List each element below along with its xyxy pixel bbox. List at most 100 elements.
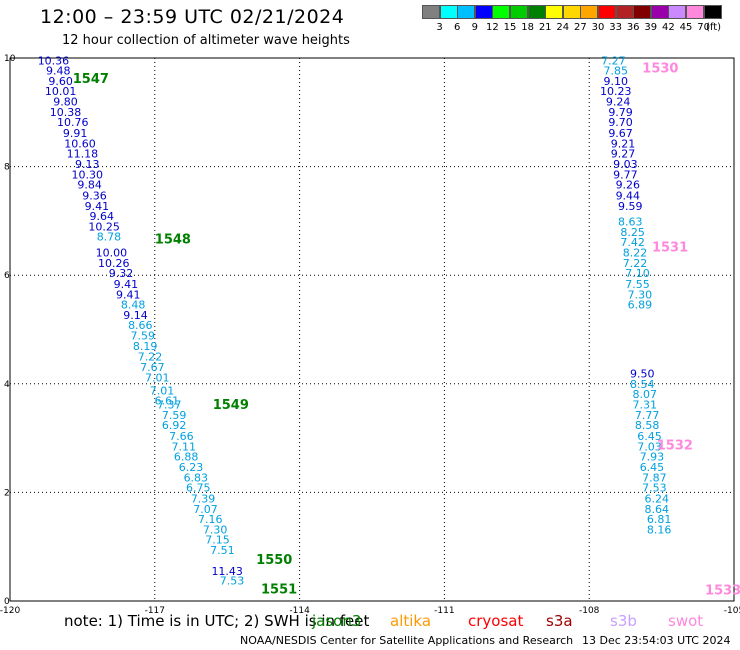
wave-height-label: 7.15 bbox=[205, 534, 230, 547]
wave-height-label: 9.91 bbox=[63, 127, 88, 140]
wave-height-label: 8.78 bbox=[97, 231, 122, 244]
wave-height-label: 10.26 bbox=[98, 257, 130, 270]
wave-height-label: 7.53 bbox=[642, 482, 667, 495]
wave-height-label: 10.36 bbox=[38, 54, 70, 67]
wave-height-label: 7.87 bbox=[642, 471, 667, 484]
legend-swatch bbox=[439, 5, 458, 19]
wave-height-label: 7.39 bbox=[191, 492, 216, 505]
legend-swatch bbox=[510, 5, 529, 19]
satellite-s3b: s3b bbox=[610, 612, 637, 630]
footer-note: note: 1) Time is in UTC; 2) SWH is in fe… bbox=[64, 612, 370, 630]
wave-height-label: 7.27 bbox=[601, 54, 626, 67]
legend-swatch bbox=[703, 5, 722, 19]
y-tick-label: 6 bbox=[4, 271, 10, 281]
wave-height-label: 9.77 bbox=[613, 168, 638, 181]
wave-height-label: 10.25 bbox=[88, 220, 120, 233]
legend-swatch bbox=[457, 5, 476, 19]
legend-unit: (ft) bbox=[706, 22, 722, 33]
legend-label: 6 bbox=[454, 22, 461, 33]
legend-swatch bbox=[545, 5, 564, 19]
legend-label: 33 bbox=[609, 22, 622, 33]
wave-height-label: 7.03 bbox=[637, 440, 662, 453]
y-tick-label: 10 bbox=[4, 54, 16, 64]
wave-height-label: 9.79 bbox=[608, 106, 633, 119]
wave-height-label: 8.19 bbox=[133, 340, 158, 353]
pass-number-label: 1533 bbox=[705, 584, 740, 599]
wave-height-label: 6.75 bbox=[186, 482, 211, 495]
x-tick-label: -117 bbox=[145, 606, 165, 616]
wave-height-label: 6.61 bbox=[155, 395, 180, 408]
satellite-s3a: s3a bbox=[546, 612, 573, 630]
pass-number-label: 1531 bbox=[652, 241, 688, 256]
legend-swatch bbox=[422, 5, 441, 19]
wave-height-label: 11.43 bbox=[211, 565, 243, 578]
wave-height-label: 7.37 bbox=[157, 399, 182, 412]
wave-height-label: 7.85 bbox=[603, 65, 628, 78]
wave-height-label: 6.89 bbox=[628, 299, 653, 312]
wave-height-label: 7.42 bbox=[620, 236, 645, 249]
wave-height-label: 9.48 bbox=[46, 65, 71, 78]
wave-height-label: 7.67 bbox=[140, 361, 165, 374]
wave-height-label: 7.93 bbox=[640, 451, 665, 464]
wave-height-label: 7.59 bbox=[162, 409, 187, 422]
legend-swatch bbox=[668, 5, 687, 19]
wave-height-label: 9.70 bbox=[608, 116, 633, 129]
wave-height-label: 9.36 bbox=[82, 189, 107, 202]
wave-height-label: 9.67 bbox=[608, 127, 633, 140]
wave-height-label: 6.23 bbox=[179, 461, 204, 474]
wave-height-label: 10.60 bbox=[64, 137, 96, 150]
legend-swatch bbox=[598, 5, 617, 19]
wave-height-label: 6.92 bbox=[162, 419, 187, 432]
wave-height-label: 6.83 bbox=[184, 471, 209, 484]
legend-label: 18 bbox=[521, 22, 534, 33]
wave-height-label: 9.27 bbox=[611, 148, 636, 161]
wave-height-label: 9.24 bbox=[606, 96, 631, 109]
satellite-swot: swot bbox=[668, 612, 704, 630]
wave-height-label: 6.88 bbox=[174, 451, 199, 464]
legend-label: 12 bbox=[486, 22, 499, 33]
legend-swatch bbox=[686, 5, 705, 19]
wave-height-label: 10.01 bbox=[45, 85, 77, 98]
page-subtitle: 12 hour collection of altimeter wave hei… bbox=[62, 33, 350, 48]
wave-height-label: 7.16 bbox=[198, 513, 223, 526]
legend-label: 39 bbox=[644, 22, 658, 33]
pass-number-label: 1550 bbox=[256, 553, 292, 568]
pass-number-label: 1530 bbox=[642, 61, 678, 76]
legend-swatch bbox=[492, 5, 511, 19]
wave-height-label: 10.38 bbox=[50, 106, 82, 119]
legend-label: 36 bbox=[626, 22, 640, 33]
satellite-jason3: jason3 bbox=[312, 612, 362, 630]
wave-height-label: 8.48 bbox=[121, 299, 146, 312]
wave-height-label: 9.03 bbox=[613, 158, 638, 171]
wave-height-label: 9.80 bbox=[53, 96, 78, 109]
wave-height-label: 7.66 bbox=[169, 430, 194, 443]
legend-label: 27 bbox=[574, 22, 587, 33]
wave-height-label: 10.23 bbox=[600, 85, 632, 98]
wave-height-label: 9.13 bbox=[75, 158, 100, 171]
wave-height-label: 6.81 bbox=[647, 513, 672, 526]
wave-height-label: 9.84 bbox=[77, 179, 102, 192]
wave-height-label: 9.50 bbox=[630, 368, 655, 381]
satellite-cryosat: cryosat bbox=[468, 612, 524, 630]
wave-height-label: 10.30 bbox=[71, 168, 103, 181]
wave-height-label: 9.60 bbox=[48, 75, 73, 88]
wave-height-label: 8.58 bbox=[635, 419, 660, 432]
wave-height-label: 8.64 bbox=[645, 503, 670, 516]
wave-height-label: 7.11 bbox=[172, 440, 197, 453]
wave-height-label: 8.22 bbox=[623, 246, 648, 259]
wave-height-label: 9.64 bbox=[89, 210, 114, 223]
credit-text: NOAA/NESDIS Center for Satellite Applica… bbox=[240, 634, 574, 647]
legend-swatch bbox=[633, 5, 652, 19]
legend-label: 45 bbox=[679, 22, 693, 33]
wave-height-label: 8.07 bbox=[632, 388, 657, 401]
x-tick-label: -111 bbox=[434, 606, 454, 616]
wave-height-label: 7.10 bbox=[625, 267, 650, 280]
wave-height-label: 8.66 bbox=[128, 319, 153, 332]
legend-label: 21 bbox=[538, 22, 552, 33]
legend-swatch bbox=[615, 5, 634, 19]
legend-label: 30 bbox=[591, 22, 605, 33]
wave-height-label: 10.00 bbox=[96, 246, 128, 259]
pass-number-label: 1551 bbox=[261, 583, 297, 598]
x-tick-label: -108 bbox=[579, 606, 600, 616]
